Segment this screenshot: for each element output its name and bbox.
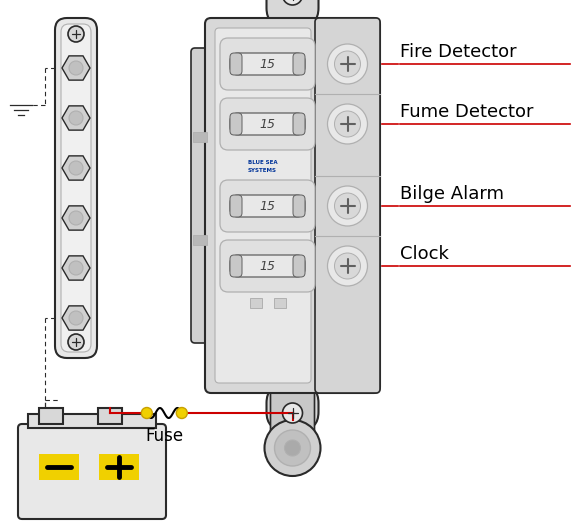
Circle shape — [274, 430, 310, 466]
Circle shape — [285, 440, 301, 456]
Bar — [250, 298, 262, 308]
FancyBboxPatch shape — [293, 195, 305, 217]
FancyBboxPatch shape — [266, 385, 319, 430]
FancyBboxPatch shape — [191, 48, 209, 343]
Bar — [40, 454, 79, 480]
Text: Clock: Clock — [400, 245, 449, 263]
FancyBboxPatch shape — [230, 255, 242, 277]
FancyBboxPatch shape — [230, 53, 305, 75]
Text: Fuse: Fuse — [145, 427, 183, 445]
Circle shape — [335, 193, 361, 219]
FancyBboxPatch shape — [266, 0, 319, 26]
Circle shape — [335, 51, 361, 77]
Circle shape — [328, 246, 367, 286]
FancyBboxPatch shape — [55, 18, 97, 358]
Text: 15: 15 — [259, 118, 275, 130]
Circle shape — [335, 111, 361, 137]
FancyBboxPatch shape — [293, 113, 305, 135]
Text: SYSTEMS: SYSTEMS — [248, 167, 277, 172]
Bar — [193, 131, 207, 142]
FancyBboxPatch shape — [230, 53, 242, 75]
FancyBboxPatch shape — [18, 424, 166, 519]
Circle shape — [68, 334, 84, 350]
Polygon shape — [62, 156, 90, 180]
FancyBboxPatch shape — [61, 24, 91, 352]
Text: Fume Detector: Fume Detector — [400, 103, 534, 121]
FancyBboxPatch shape — [215, 28, 311, 383]
FancyBboxPatch shape — [270, 385, 315, 452]
FancyBboxPatch shape — [205, 18, 380, 393]
Circle shape — [69, 261, 83, 275]
Circle shape — [328, 104, 367, 144]
Circle shape — [69, 61, 83, 75]
Text: 15: 15 — [259, 200, 275, 213]
Circle shape — [328, 186, 367, 226]
Text: BLUE SEA: BLUE SEA — [248, 160, 277, 166]
Circle shape — [69, 211, 83, 225]
FancyBboxPatch shape — [293, 53, 305, 75]
Polygon shape — [62, 306, 90, 330]
Polygon shape — [62, 206, 90, 230]
Bar — [274, 298, 286, 308]
FancyBboxPatch shape — [230, 195, 305, 217]
FancyBboxPatch shape — [220, 98, 315, 150]
FancyBboxPatch shape — [230, 195, 242, 217]
Bar — [99, 454, 139, 480]
Circle shape — [141, 407, 152, 418]
FancyBboxPatch shape — [220, 38, 315, 90]
FancyBboxPatch shape — [230, 113, 242, 135]
Text: 15: 15 — [259, 57, 275, 70]
Text: Fire Detector: Fire Detector — [400, 43, 516, 61]
FancyBboxPatch shape — [315, 18, 380, 393]
Polygon shape — [62, 256, 90, 280]
Circle shape — [282, 0, 302, 5]
FancyBboxPatch shape — [230, 255, 305, 277]
Text: 15: 15 — [259, 259, 275, 272]
FancyBboxPatch shape — [220, 180, 315, 232]
FancyBboxPatch shape — [293, 255, 305, 277]
Circle shape — [328, 44, 367, 84]
Bar — [193, 235, 207, 245]
Polygon shape — [62, 56, 90, 80]
Circle shape — [69, 161, 83, 175]
Polygon shape — [62, 106, 90, 130]
FancyBboxPatch shape — [220, 240, 315, 292]
Circle shape — [282, 403, 302, 423]
FancyBboxPatch shape — [230, 113, 305, 135]
Circle shape — [335, 253, 361, 279]
Circle shape — [69, 311, 83, 325]
Bar — [28, 414, 156, 428]
Text: Bilge Alarm: Bilge Alarm — [400, 185, 504, 203]
Circle shape — [69, 111, 83, 125]
Circle shape — [68, 26, 84, 42]
Circle shape — [264, 420, 320, 476]
Bar — [98, 408, 122, 424]
Circle shape — [177, 407, 187, 418]
Bar — [39, 408, 63, 424]
